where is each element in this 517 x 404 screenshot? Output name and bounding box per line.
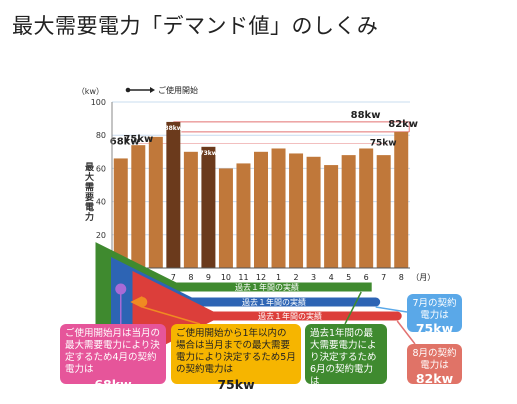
bar-1-9	[271, 148, 286, 268]
info-box-july-value: 75kw	[415, 321, 454, 336]
y-tick-label: 80	[96, 131, 106, 140]
info-box-may: ご使用開始から1年以内の場合は当月までの最大需要電力により決定するため5月の契約…	[171, 324, 301, 391]
info-box-june-value: 88kw	[327, 389, 365, 404]
y-tick-label: 20	[96, 231, 106, 240]
y-tick-label: 100	[91, 98, 106, 107]
info-box-july: 7月の契約電力は 75kw	[407, 294, 462, 336]
x-unit-label: （月）	[411, 273, 435, 282]
x-tick-label: 10	[221, 273, 231, 282]
x-tick-label: 9	[206, 273, 211, 282]
x-tick-label: 3	[311, 273, 316, 282]
bar-4-12	[324, 165, 339, 268]
info-box-april-text: ご使用開始月は当月の最大需要電力により決定するため4月の契約電力は	[65, 328, 161, 375]
bar-11-7	[236, 163, 251, 268]
x-tick-label: 5	[346, 273, 351, 282]
y-tick-label: 60	[96, 164, 106, 173]
x-tick-label: 7	[381, 273, 386, 282]
bars	[113, 121, 409, 268]
bar-5-1	[131, 145, 146, 268]
connector-june	[344, 291, 362, 325]
info-box-july-text: 7月の契約電力は	[412, 298, 457, 321]
legend-dot	[125, 87, 131, 93]
connector-august	[396, 320, 416, 345]
info-box-august-text: 8月の契約電力は	[412, 348, 457, 371]
april-marker-dot	[115, 283, 127, 295]
data-label: 88kw	[164, 125, 182, 132]
legend-label: ご使用開始	[158, 85, 198, 95]
x-tick-label: 11	[238, 273, 248, 282]
info-box-april-value: 68kw	[94, 377, 132, 392]
period-arrow-label-green: 過去１年間の実績	[235, 282, 299, 292]
bar-7-3	[166, 121, 181, 268]
bar-7-15	[376, 155, 391, 268]
bar-8-4	[183, 151, 198, 268]
period-arrow-label-blue: 過去１年間の実績	[242, 297, 306, 307]
x-tick-label: 4	[329, 273, 334, 282]
x-tick-label: 12	[256, 273, 266, 282]
bar-6-2	[148, 136, 163, 268]
connector-july	[375, 306, 408, 313]
bar-8-16	[394, 131, 409, 268]
x-tick-label: 5	[136, 273, 141, 282]
y-unit-label: （kw）	[77, 87, 104, 96]
may-marker-dot	[137, 297, 148, 307]
info-box-august: 8月の契約電力は 82kw	[407, 344, 462, 386]
bar-10-6	[218, 168, 233, 268]
page-title: 最大需要電力「デマンド値」のしくみ	[12, 14, 379, 38]
connector-may	[142, 306, 201, 325]
y-tick-label: 0	[101, 264, 106, 273]
data-label: 75kw	[123, 134, 153, 145]
x-tick-label: 7	[171, 273, 176, 282]
data-label: 73kw	[199, 150, 217, 157]
info-box-may-value: 75kw	[217, 377, 255, 392]
reference-label-88: 88kw	[351, 110, 381, 121]
x-tick-label: 6	[364, 273, 369, 282]
y-axis-label: 最大需要電力	[83, 161, 94, 222]
bar-9-5	[201, 146, 216, 268]
x-tick-label: 8	[399, 273, 404, 282]
period-arrow-label-red: 過去１年間の実績	[258, 311, 322, 321]
info-box-may-text: ご使用開始から1年以内の場合は当月までの最大需要電力により決定するため5月の契約…	[176, 328, 296, 375]
bar-3-11	[306, 156, 321, 268]
bar-5-13	[341, 155, 356, 268]
bar-12-8	[254, 151, 268, 268]
y-tick-label: 40	[96, 198, 106, 207]
info-box-april: ご使用開始月は当月の最大需要電力により決定するため4月の契約電力は 68kw	[60, 324, 166, 391]
x-tick-label: 4	[118, 273, 123, 282]
info-box-june-text: 過去1年間の最大需要電力により決定するため6月の契約電力は	[310, 328, 377, 387]
reference-label-75: 75kw	[370, 139, 397, 149]
x-tick-label: 1	[276, 273, 281, 282]
red-arrow-tail-dot	[392, 311, 402, 321]
info-box-august-value: 82kw	[415, 371, 454, 386]
bar-4-0	[113, 158, 128, 268]
bar-6-14	[359, 148, 374, 268]
blue-arrow-tail-dot	[371, 297, 381, 307]
bar-2-10	[289, 153, 304, 268]
x-tick-label: 6	[153, 273, 158, 282]
data-label: 68kw	[110, 136, 140, 147]
legend-arrowhead	[150, 87, 155, 93]
reference-label-82: 82kw	[388, 119, 418, 130]
x-tick-label: 2	[294, 273, 299, 282]
x-tick-label: 8	[188, 273, 193, 282]
info-box-june: 過去1年間の最大需要電力により決定するため6月の契約電力は 88kw	[305, 324, 387, 403]
green-arrow-tail-dot	[356, 282, 366, 292]
